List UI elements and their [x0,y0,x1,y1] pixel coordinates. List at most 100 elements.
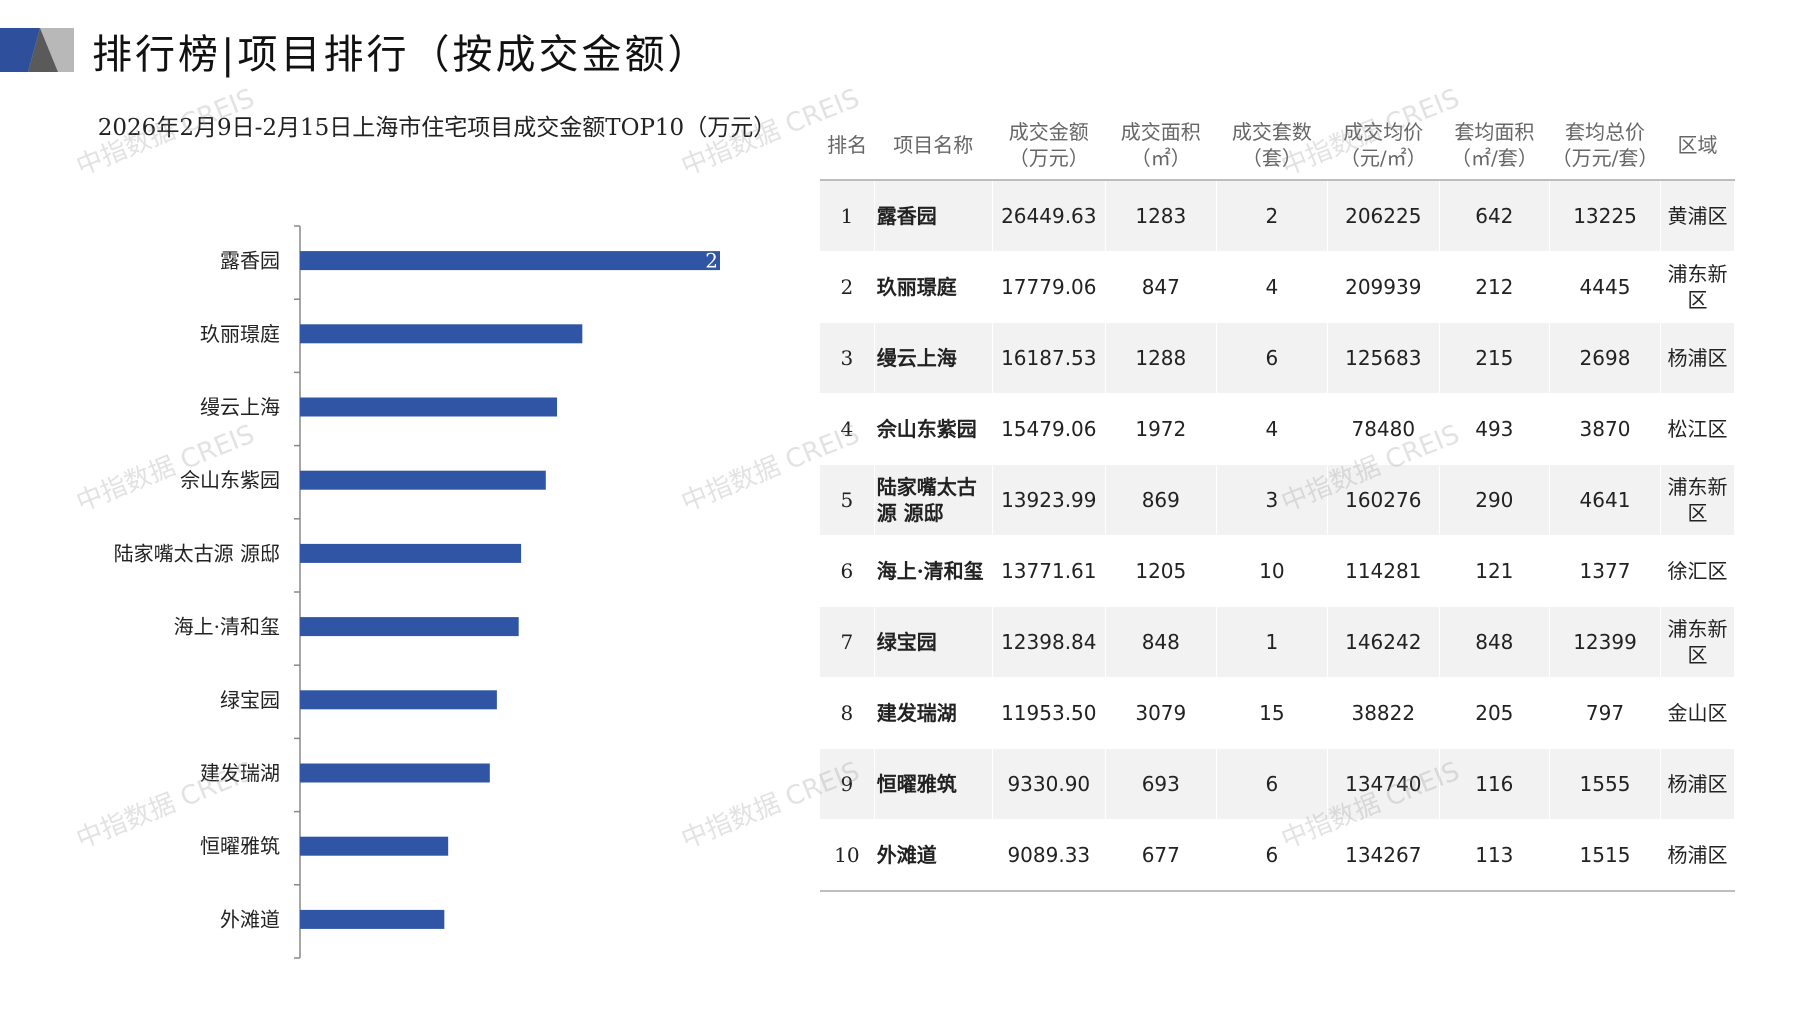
table-cell: 1 [1216,606,1328,678]
table-cell: 杨浦区 [1660,748,1735,820]
table-cell: 26449.63 [992,180,1106,252]
table-cell: 693 [1105,748,1217,820]
table-cell: 1 [820,180,875,252]
table-cell: 11953.50 [992,677,1106,749]
table-cell: 6 [820,535,875,607]
table-cell: 陆家嘴太古源 源邸 [874,464,993,536]
table-cell: 8 [820,677,875,749]
table-cell: 215 [1439,322,1550,394]
table-cell: 10 [1216,535,1328,607]
ranking-table: 排名 项目名称 成交金额 （万元） 成交面积 （㎡） 成交套数 （套） 成交均价 （元/㎡） 套均面… [820,111,1735,892]
column-header: 成交均价 （元/㎡） [1327,111,1440,181]
table-cell: 642 [1439,180,1550,252]
table-cell: 160276 [1327,464,1440,536]
table-cell: 78480 [1327,393,1440,465]
table-cell: 848 [1439,606,1550,678]
table-cell: 12398.84 [992,606,1106,678]
table-cell: 12399 [1549,606,1662,678]
table-cell: 浦东新区 [1660,464,1735,536]
table-cell: 3079 [1105,677,1217,749]
table-row: 2 玖丽璟庭 17779.06 847 4 209939 212 4445 浦东新区 [820,251,1735,323]
category-label: 陆家嘴太古源 源邸 [114,541,280,565]
table-cell: 116 [1439,748,1550,820]
category-label: 玖丽璟庭 [200,322,280,346]
table-cell: 3 [1216,464,1328,536]
bar [300,690,497,710]
table-cell: 1377 [1549,535,1662,607]
bar [300,470,546,490]
table-cell: 134740 [1327,748,1440,820]
column-header: 成交面积 （㎡） [1105,111,1217,181]
chart-title: 2026年2月9日-2月15日上海市住宅项目成交金额TOP10（万元） [97,115,777,141]
page-title: 排行榜|项目排行（按成交金额） [92,32,711,78]
table-cell: 134267 [1327,819,1440,892]
table-cell: 38822 [1327,677,1440,749]
table-cell: 848 [1105,606,1217,678]
bar [300,763,490,783]
table-cell: 797 [1549,677,1662,749]
table-cell: 1555 [1549,748,1662,820]
table-cell: 黄浦区 [1660,180,1735,252]
table-cell: 206225 [1327,180,1440,252]
table-cell: 9 [820,748,875,820]
table-cell: 869 [1105,464,1217,536]
table-cell: 绿宝园 [874,606,993,678]
category-label: 建发瑞湖 [200,761,280,785]
table-row: 10 外滩道 9089.33 677 6 134267 113 1515 杨浦区 [820,819,1735,892]
table-cell: 1972 [1105,393,1217,465]
table-cell: 4445 [1549,251,1662,323]
table-cell: 浦东新区 [1660,251,1735,323]
table-cell: 松江区 [1660,393,1735,465]
table-cell: 露香园 [874,180,993,252]
data-label: 2 [705,249,718,273]
bar [300,617,519,637]
table-cell: 16187.53 [992,322,1106,394]
table-body: 1 露香园 26449.63 1283 2 206225 642 13225 黄浦区 2 玖丽璟庭 1… [820,180,1735,892]
table-cell: 缦云上海 [874,322,993,394]
bar [300,836,449,856]
table-cell: 6 [1216,819,1328,892]
table-cell: 677 [1105,819,1217,892]
table-row: 5 陆家嘴太古源 源邸 13923.99 869 3 160276 290 4641 浦东新区 [820,464,1735,536]
table-cell: 146242 [1327,606,1440,678]
table-cell: 3 [820,322,875,394]
table-cell: 15479.06 [992,393,1106,465]
column-header: 成交金额 （万元） [992,111,1106,181]
category-label: 缦云上海 [200,395,280,419]
table-cell: 9089.33 [992,819,1106,892]
table-cell: 205 [1439,677,1550,749]
column-header: 排名 [820,111,875,181]
table-row: 7 绿宝园 12398.84 848 1 146242 848 12399 浦东新区 [820,606,1735,678]
table-cell: 2 [1216,180,1328,252]
table-cell: 2698 [1549,322,1662,394]
category-label: 绿宝园 [220,688,280,712]
table-cell: 徐汇区 [1660,535,1735,607]
table-cell: 佘山东紫园 [874,393,993,465]
table-cell: 3870 [1549,393,1662,465]
table-cell: 6 [1216,748,1328,820]
table-cell: 4 [820,393,875,465]
table-cell: 4 [1216,393,1328,465]
table-cell: 212 [1439,251,1550,323]
table-row: 1 露香园 26449.63 1283 2 206225 642 13225 黄浦区 [820,180,1735,252]
table-cell: 海上·清和玺 [874,535,993,607]
column-header: 成交套数 （套） [1216,111,1328,181]
table-cell: 杨浦区 [1660,819,1735,892]
table-cell: 15 [1216,677,1328,749]
category-label: 露香园 [220,249,280,273]
bar [300,397,558,417]
table-cell: 1283 [1105,180,1217,252]
brand-logo-icon [0,28,74,72]
table-cell: 2 [820,251,875,323]
table-cell: 9330.90 [992,748,1106,820]
table-cell: 外滩道 [874,819,993,892]
table-cell: 1515 [1549,819,1662,892]
table-cell: 4641 [1549,464,1662,536]
table-cell: 13923.99 [992,464,1106,536]
table-cell: 493 [1439,393,1550,465]
table-header-row: 排名 项目名称 成交金额 （万元） 成交面积 （㎡） 成交套数 （套） 成交均价 （元/㎡） 套均面… [820,111,1735,181]
column-header: 项目名称 [874,111,993,181]
table-cell: 17779.06 [992,251,1106,323]
bar [300,324,583,344]
